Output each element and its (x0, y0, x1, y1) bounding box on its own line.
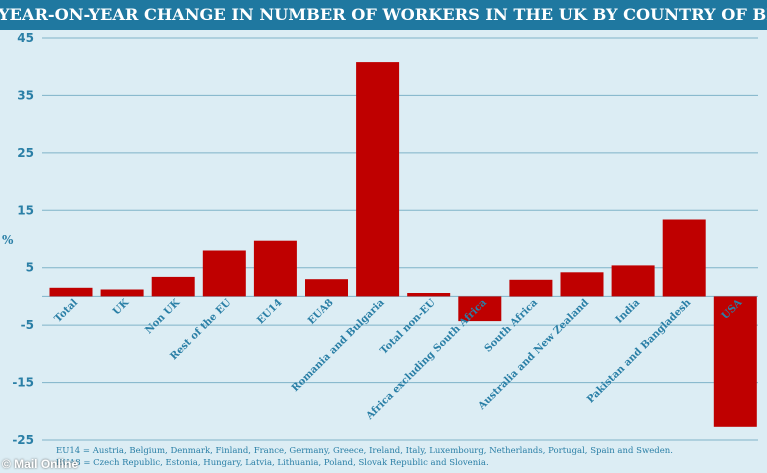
y-tick-label: -25 (12, 433, 34, 447)
y-tick-label: 25 (17, 146, 34, 160)
y-tick-labels: -25 -15 -5 5 15 25 35 45 (12, 31, 34, 447)
bar-7 (407, 293, 451, 297)
category-label: India (614, 297, 643, 326)
category-label: Romania and Bulgaria (290, 297, 387, 394)
category-label: Total (53, 297, 81, 325)
bar-12 (662, 219, 706, 297)
bar-3 (202, 250, 246, 297)
category-label: Pakistan and Bangladesh (585, 297, 694, 406)
y-axis-label: % (2, 233, 14, 247)
bar-4 (253, 240, 297, 297)
bar-11 (611, 265, 655, 297)
chart-title: YEAR-ON-YEAR CHANGE IN NUMBER OF WORKERS… (0, 0, 767, 30)
footnote-eua8: EUA8 = Czech Republic, Estonia, Hungary,… (56, 458, 489, 468)
bar-2 (151, 276, 195, 297)
gridlines (42, 37, 758, 441)
bar-6 (356, 62, 400, 297)
watermark: © Mail Online (2, 457, 79, 471)
y-tick-label: 15 (17, 203, 34, 217)
bar-1 (100, 289, 144, 297)
category-label: EUA8 (306, 297, 336, 327)
category-label: EU14 (255, 297, 284, 326)
footnote-eu14: EU14 = Austria, Belgium, Denmark, Finlan… (56, 446, 673, 456)
y-tick-label: 45 (17, 31, 34, 45)
bar-10 (560, 272, 604, 297)
bar-8 (458, 296, 502, 322)
y-tick-label: 35 (17, 88, 34, 102)
y-tick-label: 5 (26, 261, 34, 275)
category-label: Total non-EU (378, 297, 438, 357)
category-label: Non UK (143, 297, 182, 336)
y-tick-label: -15 (12, 376, 34, 390)
bars (49, 62, 757, 427)
bar-13 (713, 296, 757, 427)
bar-5 (305, 279, 348, 297)
bar-9 (509, 279, 553, 297)
bar-0 (49, 287, 93, 297)
y-tick-label: -5 (21, 318, 34, 332)
category-label: UK (111, 297, 131, 317)
